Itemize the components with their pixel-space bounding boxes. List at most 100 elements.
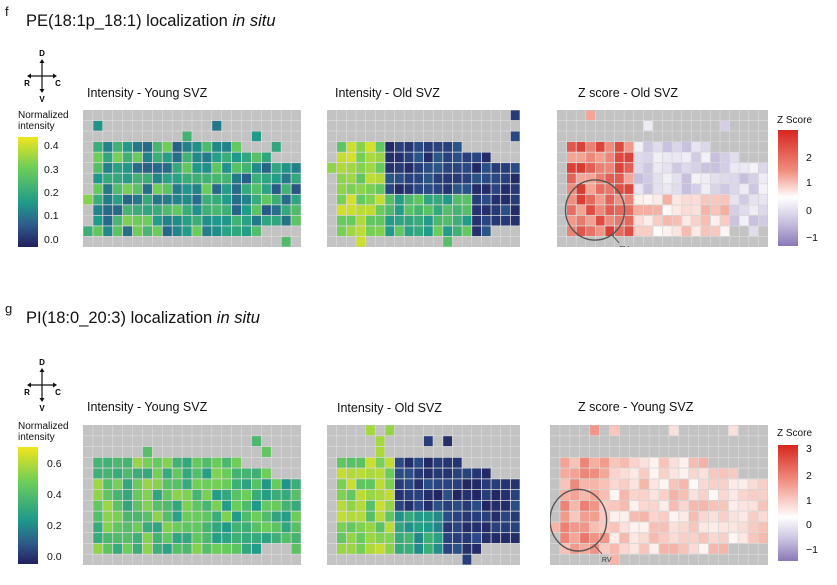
heatmap-cell	[691, 142, 701, 152]
heatmap-cell	[691, 226, 701, 237]
heatmap-cell	[152, 142, 162, 152]
heatmap-cell	[758, 479, 768, 490]
heatmap-cell	[672, 163, 682, 173]
heatmap-cell	[261, 173, 271, 184]
heatmap-cell	[758, 490, 768, 500]
heatmap-cell	[261, 490, 271, 500]
heatmap-cell	[672, 152, 682, 163]
heatmap-cell	[501, 490, 510, 500]
heatmap-cell	[491, 173, 501, 184]
heatmap-cell	[385, 533, 395, 544]
heatmap-cell	[710, 226, 720, 237]
heatmap-cell	[172, 205, 182, 215]
heatmap-cell	[614, 173, 624, 184]
heatmap-cell	[718, 533, 728, 544]
heatmap-cell	[222, 226, 232, 237]
heatmap-cell	[570, 522, 580, 533]
heatmap-cell	[385, 511, 395, 522]
heatmap-cell	[212, 215, 222, 226]
heatmap-cell	[113, 511, 123, 522]
heatmap-cell	[152, 500, 162, 511]
heatmap-cell	[699, 533, 709, 544]
heatmap-cell	[182, 511, 192, 522]
heatmap-cell	[103, 511, 113, 522]
heatmap-cell	[222, 533, 232, 544]
heatmap-cell	[653, 173, 663, 184]
heatmap-cell	[414, 490, 424, 500]
heatmap-cell	[356, 142, 366, 152]
heatmap-cell	[748, 511, 758, 522]
heatmap-cell	[510, 163, 520, 173]
heatmap-cell	[662, 152, 672, 163]
heatmap-cell	[599, 522, 610, 533]
heatmap-cell	[123, 173, 133, 184]
heatmap-cell	[481, 479, 491, 490]
heatmap-cell	[659, 468, 669, 479]
heatmap-cell	[241, 500, 252, 511]
heatmap-cell	[738, 490, 748, 500]
heatmap-cell	[271, 184, 281, 194]
rv-label: RV	[619, 246, 629, 247]
heatmap-cell	[414, 173, 424, 184]
heatmap-cell	[212, 500, 222, 511]
heatmap-cell	[433, 152, 443, 163]
heatmap-cell	[394, 490, 404, 500]
heatmap-cell	[172, 500, 182, 511]
heatmap-cell	[271, 194, 281, 205]
heatmap-cell	[162, 468, 172, 479]
heatmap-cell	[132, 533, 143, 544]
heatmap-cell	[679, 479, 689, 490]
heatmap-cell	[132, 479, 143, 490]
heatmap-cell	[142, 226, 152, 237]
heatmap-cell	[452, 184, 462, 194]
heatmap-cell	[103, 533, 113, 544]
heatmap-cell	[346, 490, 356, 500]
heatmap-cell	[643, 215, 653, 226]
heatmap-cell	[682, 205, 691, 215]
heatmap-cell	[710, 152, 720, 163]
heatmap-cell	[629, 500, 639, 511]
heatmap-cell	[222, 522, 232, 533]
heatmap-cell	[113, 173, 123, 184]
compass-g: D V R C	[24, 358, 61, 413]
heatmap-cell	[443, 500, 453, 511]
heatmap-cell	[566, 152, 576, 163]
heatmap-cell	[739, 173, 749, 184]
heatmap-cell	[162, 152, 172, 163]
heatmap-cell	[356, 468, 366, 479]
heatmap-cell	[560, 468, 570, 479]
heatmap-cell	[423, 533, 433, 544]
heatmap-cell	[501, 511, 510, 522]
heatmap-cell	[103, 173, 113, 184]
heatmap-cell	[172, 543, 182, 554]
heatmap-cell	[113, 500, 123, 511]
heatmap-cell	[510, 215, 520, 226]
heatmap-cell	[385, 152, 395, 163]
heatmap-cell	[710, 194, 720, 205]
heatmap-cell	[414, 500, 424, 511]
heatmap-cell	[346, 479, 356, 490]
heatmap-cell	[649, 522, 659, 533]
heatmap-cell	[261, 500, 271, 511]
heatmap-cell	[586, 226, 595, 237]
heatmap-cell	[212, 511, 222, 522]
heatmap-cell	[241, 468, 252, 479]
zscore-g-tick: 3	[806, 443, 812, 455]
heatmap-cell	[356, 533, 366, 544]
heatmap-cell	[212, 543, 222, 554]
heatmap-cell	[728, 533, 738, 544]
heatmap-cell	[472, 205, 481, 215]
heatmap-cell	[232, 173, 242, 184]
panel-title-f-italic: in situ	[232, 12, 276, 30]
heatmap-cell	[699, 457, 709, 468]
heatmap-cell	[103, 163, 113, 173]
heatmap-cell	[472, 215, 481, 226]
heatmap-cell	[669, 511, 679, 522]
heatmap-cell	[172, 522, 182, 533]
heatmap-cell	[241, 163, 252, 173]
heatmap-cell	[113, 533, 123, 544]
heatmap-cell	[202, 205, 212, 215]
heatmap-cell	[624, 215, 634, 226]
heatmap-cell	[730, 215, 739, 226]
heatmap-cell	[443, 152, 453, 163]
